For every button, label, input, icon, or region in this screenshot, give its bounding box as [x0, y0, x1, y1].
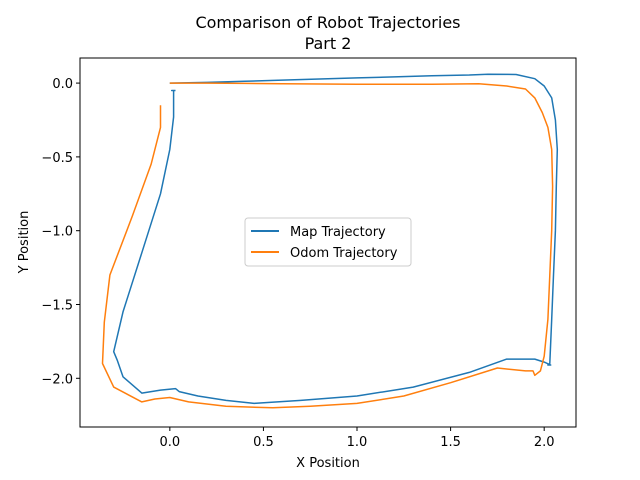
- y-tick-label: −2.0: [41, 372, 73, 387]
- x-axis-ticks: 0.0 0.5 1.0 1.5 2.0: [159, 427, 555, 450]
- y-tick-label: −1.0: [41, 225, 73, 240]
- legend-label-odom: Odom Trajectory: [290, 246, 398, 261]
- x-tick-label: 0.0: [159, 435, 180, 450]
- legend-box: [244, 217, 412, 267]
- legend-label-map: Map Trajectory: [290, 225, 386, 240]
- x-tick-label: 1.0: [347, 435, 368, 450]
- y-axis-label: Y Position: [17, 211, 32, 275]
- y-tick-label: −1.5: [41, 298, 73, 313]
- y-tick-label: 0.0: [52, 77, 73, 92]
- legend: Map Trajectory Odom Trajectory: [244, 217, 412, 267]
- x-tick-label: 0.5: [253, 435, 274, 450]
- y-axis-ticks: 0.0 −0.5 −1.0 −1.5 −2.0: [41, 77, 80, 387]
- x-axis-label: X Position: [296, 456, 360, 471]
- chart-title-line2: Part 2: [305, 34, 352, 53]
- series-line-odom: [101, 82, 554, 409]
- axes-frame: [79, 57, 577, 428]
- plot-area: [101, 73, 559, 409]
- series-line-map: [112, 73, 559, 405]
- x-tick-label: 1.5: [440, 435, 461, 450]
- chart-title-line1: Comparison of Robot Trajectories: [195, 13, 460, 32]
- y-tick-label: −0.5: [41, 151, 73, 166]
- x-tick-label: 2.0: [534, 435, 555, 450]
